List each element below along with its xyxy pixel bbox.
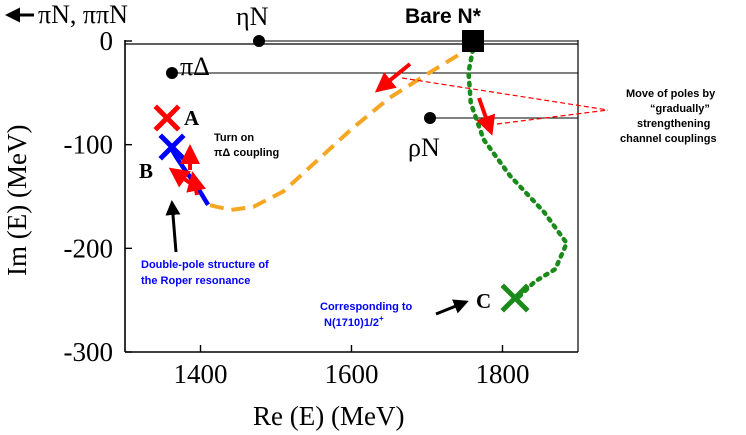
threshold-label-rho: ρN <box>408 133 440 162</box>
threshold-label-eta: ηN <box>236 2 269 31</box>
rho-threshold-dot <box>424 112 436 124</box>
roper-note-line: Double-pole structure of <box>141 259 269 271</box>
pointer-arrows <box>4 7 469 316</box>
threshold-label-pidelta: πΔ <box>180 52 210 81</box>
threshold-lines <box>172 40 578 119</box>
y-tick-label: -300 <box>64 337 114 367</box>
trajectory-dotted <box>466 38 569 301</box>
roper-note-line: the Roper resonance <box>141 275 250 287</box>
move-note-line: channel couplings <box>620 133 717 145</box>
pole-label-c: C <box>476 289 491 313</box>
x-tick-label: 1400 <box>174 359 228 389</box>
move-note-line: Move of poles by <box>626 88 716 100</box>
turn-on-note-line: Turn on <box>214 132 254 144</box>
move-note-line: “gradually” <box>650 103 710 115</box>
x-tick-label: 1600 <box>325 359 379 389</box>
pole-label-b: B <box>139 159 153 183</box>
n1710-note-name: N(1710)1/2 <box>324 317 379 329</box>
move-note: Move of poles by “gradually” strengtheni… <box>620 88 717 145</box>
pole-label-a: A <box>184 106 200 130</box>
n1710-note: Corresponding to N(1710)1/2+ <box>320 301 413 329</box>
n1710-note-line1: Corresponding to <box>320 301 413 313</box>
arrow-to-b <box>168 167 192 188</box>
axis-ticks: 1400 1600 1800 0 -100 -200 -300 <box>64 26 530 389</box>
turn-on-note: Turn on πΔ coupling <box>214 132 279 159</box>
pole-b-marker <box>158 133 186 161</box>
arrow-up-a <box>186 171 206 196</box>
y-axis-title: Im (E) (MeV) <box>2 125 32 276</box>
arrow-dotted-track <box>476 97 496 136</box>
y-tick-label: -200 <box>64 233 114 263</box>
bare-state-square <box>462 30 484 52</box>
pole-c-marker <box>500 283 530 313</box>
threshold-label-pin: πN, ππN <box>38 0 128 29</box>
pole-markers <box>153 104 530 313</box>
callout-lines <box>401 77 609 125</box>
arrow-dashed-track <box>374 62 412 93</box>
pidelta-threshold-dot <box>166 67 178 79</box>
x-tick-label: 1800 <box>476 359 530 389</box>
y-tick-label: -100 <box>64 130 114 160</box>
arrow-to-c <box>435 299 469 316</box>
roper-note: Double-pole structure of the Roper reson… <box>141 259 269 287</box>
pole-a-marker <box>153 104 181 132</box>
n1710-note-line2: N(1710)1/2+ <box>324 314 384 329</box>
y-tick-label: 0 <box>100 26 114 56</box>
n1710-note-sup: + <box>379 314 384 323</box>
movement-arrows <box>168 62 496 196</box>
turn-on-note-line: πΔ coupling <box>214 147 279 159</box>
move-note-line: strengthening <box>637 118 710 130</box>
x-axis-title: Re (E) (MeV) <box>253 401 404 431</box>
threshold-markers <box>166 30 484 124</box>
arrow-to-roper <box>165 200 181 253</box>
trajectory-dashed <box>207 39 476 212</box>
eta-threshold-dot <box>253 35 265 47</box>
bare-state-label: Bare N* <box>405 5 482 28</box>
